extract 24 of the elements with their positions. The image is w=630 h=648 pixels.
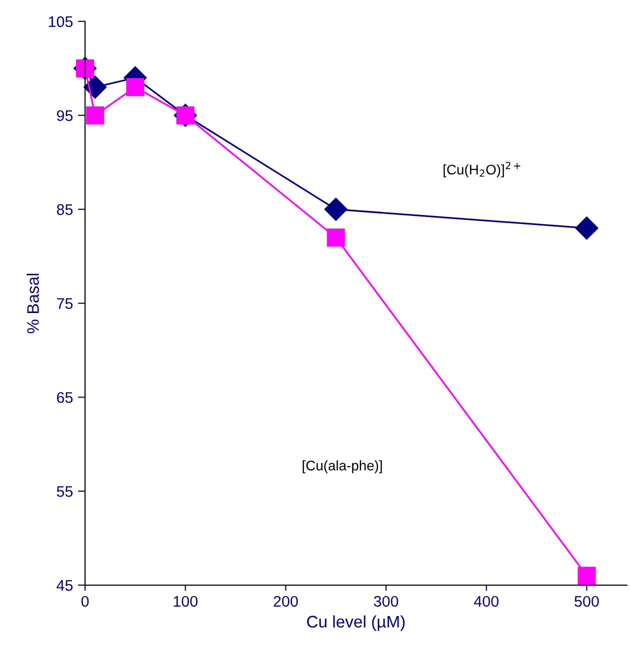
x-axis-title: Cu level (µM) <box>307 615 405 631</box>
y-axis-title: % Basal <box>26 274 39 334</box>
point <box>84 76 107 99</box>
y-tick-label: 45 <box>56 580 73 591</box>
point <box>86 106 104 124</box>
point <box>578 566 596 585</box>
point <box>324 198 348 221</box>
point <box>326 228 345 247</box>
annotation: [Cu(H$_{2}$O)]$^{2+}$ <box>444 162 520 178</box>
y-tick-label: 65 <box>57 392 73 403</box>
y-tick-label: 55 <box>56 486 73 497</box>
x-tick-label: 500 <box>574 596 599 607</box>
x-tick-label: 100 <box>174 596 198 607</box>
y-tick-label: 95 <box>56 110 73 122</box>
point <box>126 78 144 96</box>
y-tick-label: 75 <box>57 298 73 309</box>
point <box>575 216 598 240</box>
annotation: [Cu(ala-phe)] <box>302 460 382 474</box>
y-tick-label: 105 <box>48 16 73 28</box>
x-tick-label: 300 <box>374 596 398 607</box>
x-tick-label: 0 <box>81 596 89 607</box>
x-tick-label: 400 <box>474 596 499 607</box>
x-tick-label: 200 <box>274 596 298 607</box>
y-tick-label: 85 <box>56 204 73 215</box>
